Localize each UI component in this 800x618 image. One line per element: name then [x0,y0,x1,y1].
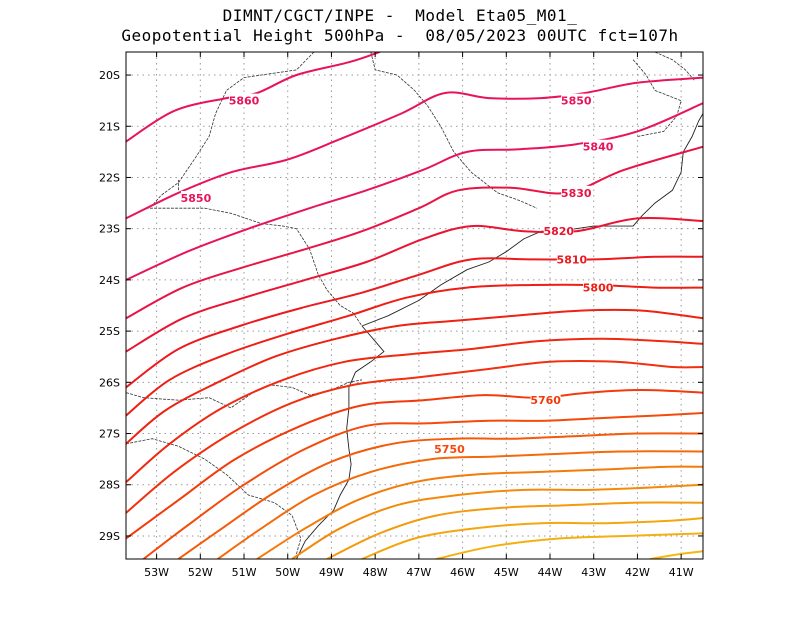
contour-label: 5850 [181,192,212,205]
coastline [296,325,385,559]
contour-label: 5820 [543,225,574,238]
state-border [126,441,127,443]
contour-5760 [126,389,703,540]
contour-5860 [126,52,381,143]
contour-label: 5800 [583,282,614,295]
lat-tick-label: 29S [99,530,120,543]
lon-tick-label: 42W [625,566,650,579]
contour-label-bg [180,190,211,204]
geopotential-contours [126,52,703,559]
contour-label-bg [561,185,592,199]
lon-tick-label: 41W [669,566,694,579]
contour-5820 [126,216,703,353]
lon-tick-label: 44W [538,566,563,579]
contour-5680 [435,532,703,559]
lon-tick-label: 53W [144,566,169,579]
contour-5670 [649,550,703,559]
contour-5700 [326,501,703,559]
coastline [361,113,703,327]
state-border [126,438,302,555]
lat-tick-label: 21S [99,120,120,133]
contour-labels: 5860 5850 5840 5850 5830 5820 5810 5800 5760 5750 [180,93,614,456]
contour-label-bg [543,224,574,238]
contour-label: 5750 [434,443,465,456]
lon-tick-label: 48W [363,566,388,579]
contour-label-bg [556,252,587,266]
contour-5780 [126,337,703,484]
lon-tick-label: 46W [450,566,475,579]
lon-tick-label: 50W [275,566,300,579]
title-line-2: Geopotential Height 500hPa - 08/05/2023 … [121,26,679,45]
lat-tick-label: 28S [99,479,120,492]
title-line-1: DIMNT/CGCT/INPE - Model Eta05_M01_ [222,6,578,25]
contour-label-bg [229,93,260,107]
lat-tick-label: 22S [99,171,120,184]
lat-tick-label: 23S [99,223,120,236]
lat-tick-label: 26S [99,376,120,389]
contour-label: 5760 [530,394,561,407]
contour-label: 5850 [561,95,592,108]
contour-5720 [256,465,703,559]
lon-tick-label: 49W [319,566,344,579]
lat-tick-label: 24S [99,274,120,287]
state-border [145,52,315,209]
contour-5750 [142,412,703,559]
lon-tick-label: 45W [494,566,519,579]
lon-tick-label: 47W [406,566,431,579]
contour-label-bg [583,280,614,294]
state-border [632,59,682,137]
contour-5790 [126,308,703,445]
contour-label: 5860 [229,95,260,108]
contour-label-bg [434,441,465,455]
lat-tick-label: 25S [99,325,120,338]
gridlines [126,52,703,559]
plot-frame [125,51,704,560]
lon-tick-label: 51W [232,566,257,579]
contour-5770 [126,360,703,514]
lat-tick-label: 20S [99,69,120,82]
contour-label: 5840 [583,141,614,154]
lon-tick-label: 52W [188,566,213,579]
contour-label: 5810 [557,253,588,266]
contour-5740 [177,432,703,559]
lon-tick-label: 43W [581,566,606,579]
contour-label-bg [561,93,592,107]
contour-label-bg [530,393,561,407]
contour-5840 [126,102,703,281]
contour-5800 [126,283,703,417]
state-border [145,207,363,327]
axis-ticks: 20S 21S 22S 23S 24S 25S 26S 27S 28S 29S 53W 52W 51W 5… [99,52,703,579]
contour-5690 [361,517,703,559]
contour-label: 5830 [561,187,592,200]
contour-5730 [216,450,703,559]
contour-5710 [291,483,703,559]
contour-5850 [126,76,703,220]
state-border [654,52,695,81]
contour-label-bg [583,139,614,153]
contour-5810 [126,255,703,389]
lat-tick-label: 27S [99,428,120,441]
contour-5830 [126,145,703,320]
